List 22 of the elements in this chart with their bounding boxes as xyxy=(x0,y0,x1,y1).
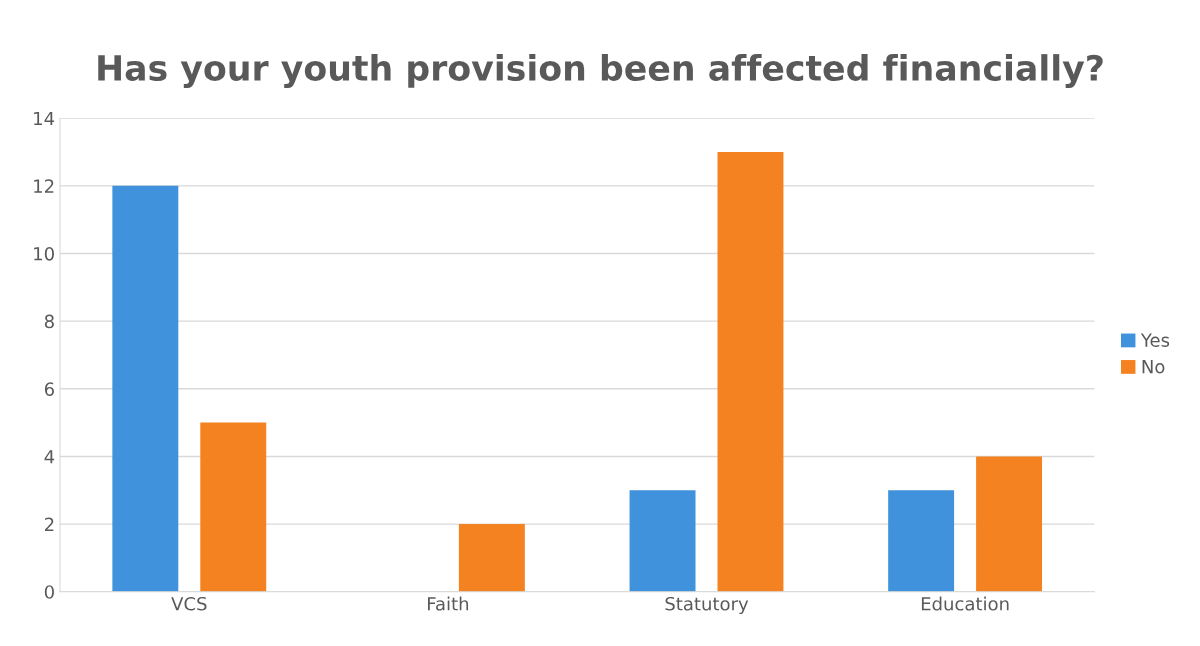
y-tick-label: 0 xyxy=(44,585,54,599)
y-tick-label: 6 xyxy=(44,382,54,396)
y-tick-label: 4 xyxy=(44,450,55,464)
y-tick-label: 12 xyxy=(34,179,54,193)
bar xyxy=(200,422,267,592)
legend-label: Yes xyxy=(1140,333,1170,347)
bar xyxy=(717,152,784,592)
bar xyxy=(112,185,179,592)
y-tick-label: 8 xyxy=(44,314,54,329)
bar xyxy=(888,490,955,592)
x-tick-label: Education xyxy=(921,596,1009,611)
x-tick-label: VCS xyxy=(171,596,207,611)
y-tick-label: 14 xyxy=(34,111,55,126)
bar xyxy=(458,524,525,592)
x-tick-label: Statutory xyxy=(665,596,749,615)
chart-title: Has your youth provision been affected financially? xyxy=(98,54,1103,88)
legend-label: No xyxy=(1142,360,1165,374)
x-tick-label: Faith xyxy=(428,596,469,611)
y-tick-label: 2 xyxy=(44,517,54,531)
y-tick-label: 10 xyxy=(34,246,54,261)
bar xyxy=(629,490,696,592)
bar xyxy=(976,456,1043,592)
